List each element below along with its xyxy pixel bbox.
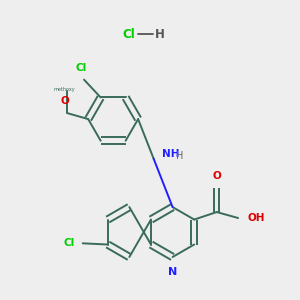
Text: H: H (155, 28, 165, 40)
Text: Cl: Cl (75, 62, 87, 73)
Text: N: N (168, 266, 177, 277)
Text: OH: OH (248, 213, 265, 223)
Text: methoxy: methoxy (54, 87, 75, 92)
Text: Cl: Cl (122, 28, 135, 40)
Text: Cl: Cl (63, 238, 74, 248)
Text: O: O (60, 96, 69, 106)
Text: H: H (176, 151, 184, 161)
Text: O: O (212, 171, 221, 181)
Text: NH: NH (162, 149, 179, 159)
